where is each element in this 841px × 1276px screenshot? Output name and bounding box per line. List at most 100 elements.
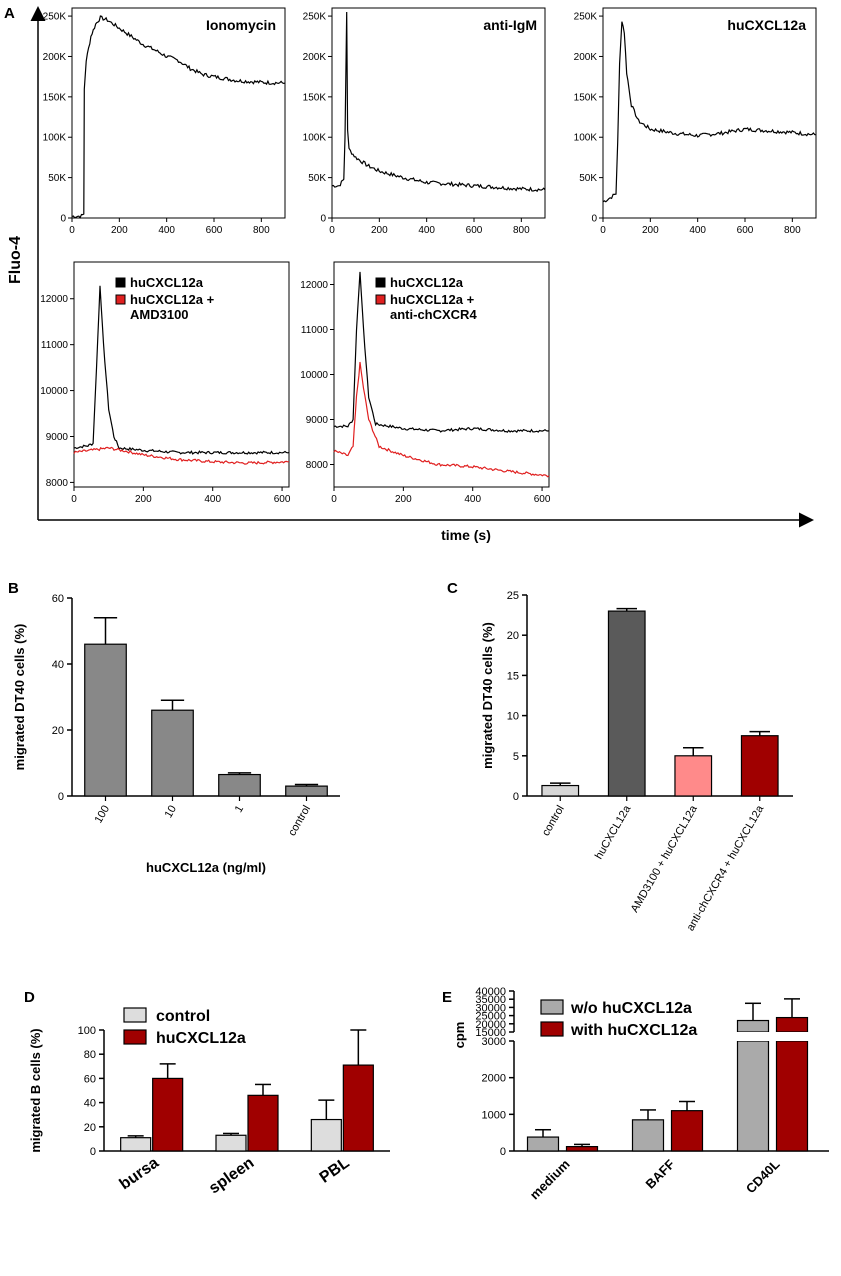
panel-letter-a: A <box>4 5 15 22</box>
x-tick-label: control <box>286 804 313 839</box>
bar-lower-part <box>736 1040 770 1152</box>
y-axis-label: cpm <box>452 1022 467 1049</box>
chart-anti-chcxcr4: 0 200 400 600 8000 9000 10000 11000 12000 huCXCL1… <box>300 261 551 505</box>
y-tick-label: 60 <box>52 593 64 605</box>
series-line-1 <box>333 361 550 478</box>
x-tick-label: PBL <box>317 1154 353 1186</box>
bar <box>342 1064 374 1152</box>
bar <box>84 643 127 797</box>
x-tick-label: control <box>540 804 567 839</box>
y-tick-label: 250K <box>43 12 67 23</box>
bar <box>247 1094 279 1152</box>
x-tick-label: huCXCL12a <box>593 803 634 862</box>
legend-swatch-red <box>115 294 126 305</box>
x-tick-label: 600 <box>466 225 483 236</box>
y-tick-label: 11000 <box>41 340 69 351</box>
y-tick-label: 50K <box>308 173 326 184</box>
y-tick-label: 25 <box>507 590 519 602</box>
legend-swatch <box>540 1021 564 1037</box>
y-tick-label: 100 <box>78 1025 96 1037</box>
series-line-0 <box>602 21 817 203</box>
chart-title: anti-IgM <box>483 17 537 33</box>
y-axis-label: migrated B cells (%) <box>28 1028 43 1152</box>
panel-a-x-label: time (s) <box>441 527 491 543</box>
y-tick-label: 0 <box>500 1146 506 1158</box>
y-axis-label: migrated DT40 cells (%) <box>12 624 27 771</box>
legend-label: control <box>156 1008 210 1025</box>
y-tick-label: 15000 <box>475 1027 506 1039</box>
y-tick-label: 200K <box>303 52 327 63</box>
y-tick-label: 40 <box>84 1098 96 1110</box>
panel-letter-b: B <box>8 580 19 597</box>
plot-frame <box>602 7 817 219</box>
y-tick-label: 20 <box>52 725 64 737</box>
y-tick-label: 250K <box>574 12 598 23</box>
x-tick-label: CD40L <box>743 1156 783 1196</box>
x-tick-label: 400 <box>418 225 435 236</box>
y-tick-label: 8000 <box>306 460 329 471</box>
y-tick-label: 3000 <box>482 1036 506 1048</box>
chart-panel-b: 0 20 40 60 100 10 1 control migrated DT40 cells … <box>12 593 340 875</box>
x-tick-label: 100 <box>93 804 113 826</box>
chart-panel-d: 0 20 40 60 80 100 bursa spleen PBL control huCXCL1… <box>28 1007 390 1197</box>
panel-a-y-label: Fluo-4 <box>7 236 24 284</box>
bar <box>607 610 646 797</box>
x-tick-label: 600 <box>274 494 291 505</box>
x-tick-label: 0 <box>69 225 75 236</box>
legend-swatch <box>123 1029 147 1045</box>
y-tick-label: 50K <box>579 173 597 184</box>
y-tick-label: 150K <box>303 92 327 103</box>
bar <box>541 784 580 797</box>
x-tick-label: 0 <box>331 494 337 505</box>
y-tick-label: 8000 <box>46 478 69 489</box>
y-tick-label: 150K <box>43 92 67 103</box>
y-tick-label: 40000 <box>475 986 506 998</box>
x-tick-label: 200 <box>371 225 388 236</box>
bar <box>526 1136 560 1152</box>
bar <box>674 755 713 797</box>
chart-anti-igm: 0 200 400 600 800 0 50K 100K 150K 200K 250K anti-Ig… <box>303 7 546 236</box>
x-tick-label: 1 <box>233 804 246 815</box>
x-tick-label: 200 <box>395 494 412 505</box>
y-tick-label: 10000 <box>40 386 68 397</box>
panel-letter-e: E <box>442 989 452 1006</box>
x-tick-label: 800 <box>513 225 530 236</box>
bar-upper-part <box>775 1016 809 1033</box>
x-tick-label: 400 <box>689 225 706 236</box>
y-tick-label: 5 <box>513 751 519 763</box>
bar <box>310 1118 342 1152</box>
y-tick-label: 12000 <box>300 280 328 291</box>
x-tick-label: AMD3100 + huCXCL12a <box>629 803 701 915</box>
x-tick-label: 400 <box>158 225 175 236</box>
y-tick-label: 20 <box>507 630 519 642</box>
x-tick-label: 800 <box>784 225 801 236</box>
series-line-1 <box>73 446 290 465</box>
chart-title: Ionomycin <box>206 17 276 33</box>
chart-title: huCXCL12a <box>727 17 806 33</box>
chart-amd3100: 0 200 400 600 8000 9000 10000 11000 12000 huCXCL1… <box>40 261 291 505</box>
y-tick-label: 80 <box>84 1049 96 1061</box>
legend-label: huCXCL12a + anti-chCXCR4 <box>390 292 477 322</box>
legend-swatch <box>540 999 564 1015</box>
legend-swatch-red <box>375 294 386 305</box>
bar <box>120 1137 152 1152</box>
x-tick-label: bursa <box>117 1154 163 1193</box>
series-line-0 <box>71 15 286 219</box>
y-axis-label: migrated DT40 cells (%) <box>480 622 495 769</box>
x-tick-label: BAFF <box>642 1156 677 1191</box>
y-tick-label: 2000 <box>482 1073 506 1085</box>
x-tick-label: 200 <box>135 494 152 505</box>
y-tick-label: 150K <box>574 92 598 103</box>
legend-label: huCXCL12a <box>156 1030 246 1047</box>
chart-ionomycin: 0 200 400 600 800 0 50K 100K 150K 200K 250K Ionomyc… <box>43 7 286 236</box>
y-tick-label: 200K <box>574 52 598 63</box>
x-tick-label: 200 <box>642 225 659 236</box>
axis-break-gap <box>736 1032 770 1041</box>
y-tick-label: 0 <box>58 791 64 803</box>
y-tick-label: 0 <box>513 791 519 803</box>
bar <box>215 1134 247 1152</box>
x-tick-label: 200 <box>111 225 128 236</box>
plot-frame <box>73 261 290 488</box>
plot-frame <box>71 7 286 219</box>
